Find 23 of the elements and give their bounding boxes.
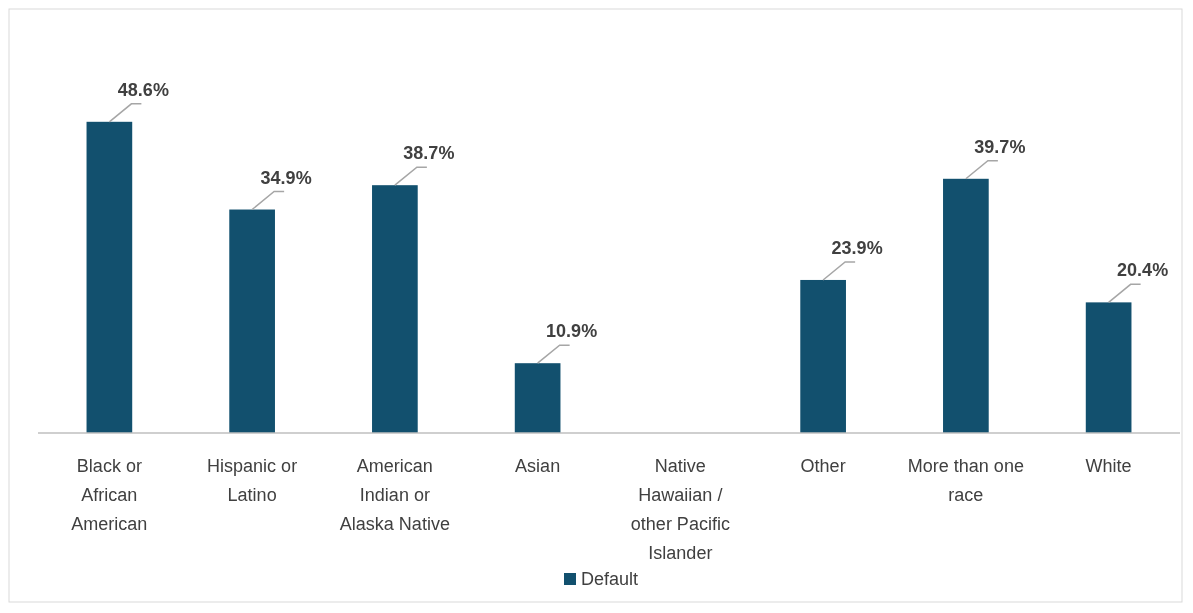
data-label: 48.6% — [117, 79, 169, 100]
x-tick-label: Asian — [515, 456, 561, 476]
data-label: 23.9% — [831, 237, 883, 258]
data-label: 34.9% — [260, 167, 312, 188]
x-tick-label: Native Hawaiian / other Pacific Islander — [630, 456, 730, 563]
data-label: 39.7% — [974, 136, 1026, 157]
legend-label: Default — [581, 569, 639, 589]
data-label: 10.9% — [546, 321, 598, 342]
bar — [943, 178, 989, 433]
x-tick-label: Black or African American — [71, 456, 148, 534]
data-label: 20.4% — [1117, 260, 1169, 281]
bar — [86, 121, 133, 433]
bar — [229, 209, 275, 433]
x-tick-label: Other — [800, 456, 846, 476]
bar — [800, 279, 846, 433]
data-label: 38.7% — [403, 143, 455, 164]
bar — [514, 363, 561, 433]
x-tick-label: Hispanic or Latino — [207, 456, 298, 505]
bar — [1085, 302, 1132, 433]
x-tick-label: More than one race — [907, 456, 1024, 505]
x-tick-label: White — [1085, 456, 1132, 476]
x-tick-label: American Indian or Alaska Native — [339, 456, 450, 534]
bar — [372, 185, 418, 433]
